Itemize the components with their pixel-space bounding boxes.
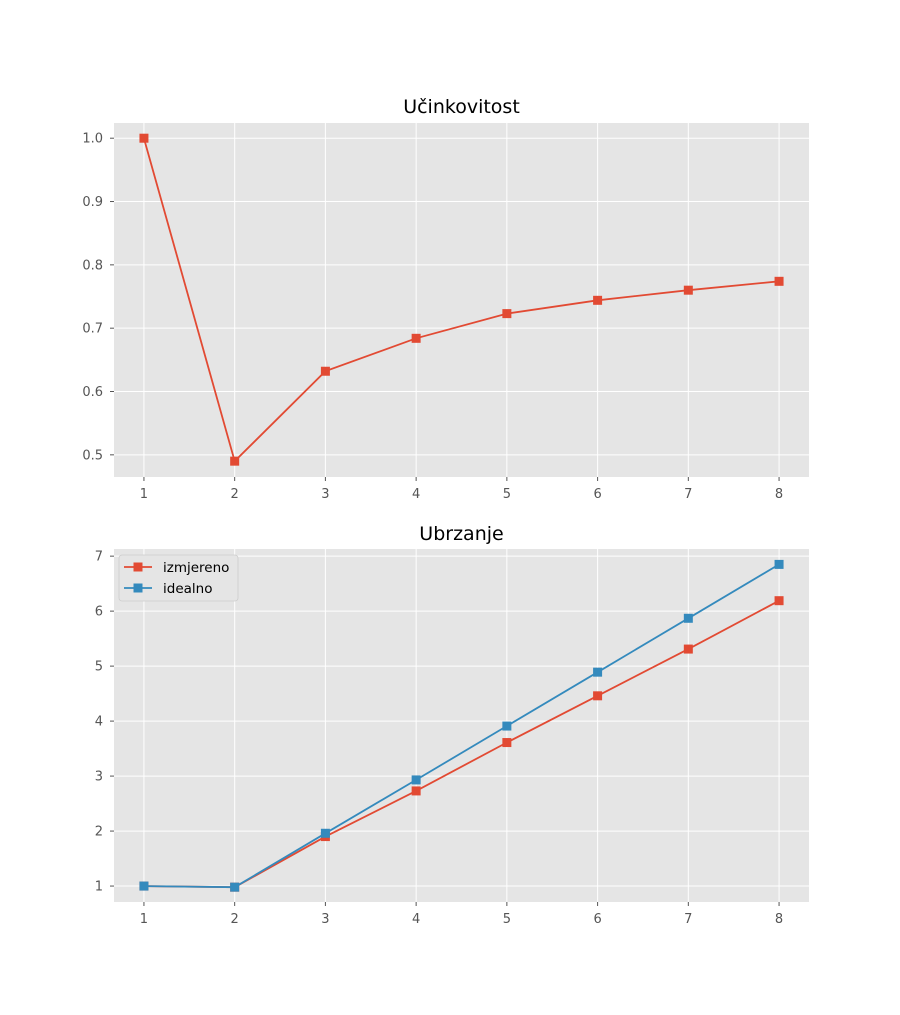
data-point	[593, 691, 603, 701]
data-point	[593, 667, 603, 677]
y-tick-label: 0.7	[82, 322, 103, 337]
data-point	[139, 881, 149, 891]
data-point	[502, 309, 512, 319]
x-tick-label: 8	[775, 912, 783, 927]
x-tick-label: 4	[412, 912, 420, 927]
data-point	[502, 721, 512, 731]
y-tick-label: 3	[95, 770, 103, 785]
legend-item: izmjereno	[124, 560, 229, 576]
data-point	[411, 333, 421, 343]
axis-ticks: 1 2 3 4 5 6 7 8 0.5 0.6 0.7 0.8 0.9 1.0	[82, 132, 783, 502]
y-tick-label: 6	[95, 605, 103, 620]
data-point	[411, 786, 421, 796]
series-line	[143, 137, 780, 463]
series-idealno	[139, 559, 784, 892]
data-point	[320, 366, 330, 376]
y-tick-label: 0.9	[82, 195, 103, 210]
y-tick-label: 1	[95, 880, 103, 895]
plot-area	[114, 123, 809, 477]
data-point	[683, 613, 693, 623]
y-tick-label: 7	[95, 550, 103, 565]
data-point	[139, 133, 149, 143]
y-tick-label: 1.0	[82, 132, 103, 147]
x-tick-label: 3	[321, 912, 329, 927]
y-tick-label: 5	[95, 660, 103, 675]
data-point	[230, 456, 240, 466]
x-tick-label: 2	[231, 487, 239, 502]
data-point	[502, 738, 512, 748]
x-tick-label: 1	[140, 912, 148, 927]
plot-area	[114, 549, 809, 902]
grid	[114, 549, 809, 902]
series-line	[143, 563, 780, 889]
legend-label: izmjereno	[163, 560, 229, 576]
x-tick-label: 5	[503, 912, 511, 927]
legend-item: idealno	[124, 581, 212, 597]
y-tick-label: 0.8	[82, 258, 103, 273]
x-tick-label: 7	[684, 487, 692, 502]
series	[139, 133, 784, 466]
x-tick-label: 2	[231, 912, 239, 927]
series-line-0	[139, 133, 784, 466]
legend-label: idealno	[163, 581, 212, 597]
x-tick-label: 3	[321, 487, 329, 502]
x-tick-label: 5	[503, 487, 511, 502]
y-tick-label: 4	[95, 715, 103, 730]
data-point	[230, 882, 240, 892]
axis-ticks: 1 2 3 4 5 6 7 8 1 2 3 4 5 6 7	[95, 550, 783, 927]
x-tick-label: 6	[593, 487, 601, 502]
x-tick-label: 6	[593, 912, 601, 927]
series	[139, 559, 784, 892]
y-tick-label: 0.5	[82, 448, 103, 463]
data-point	[683, 644, 693, 654]
data-point	[683, 285, 693, 295]
chart-title: Učinkovitost	[403, 96, 520, 118]
x-tick-label: 8	[775, 487, 783, 502]
data-point	[320, 828, 330, 838]
x-tick-label: 7	[684, 912, 692, 927]
y-tick-label: 0.6	[82, 385, 103, 400]
efficiency-chart: 1 2 3 4 5 6 7 8 0.5 0.6 0.7 0.8 0.9 1.0 Učinkovitost	[82, 96, 809, 502]
legend-marker	[133, 562, 143, 572]
speedup-chart: 1 2 3 4 5 6 7 8 1 2 3 4 5 6 7 Ubrzanje izmjereno idealn…	[95, 523, 809, 927]
data-point	[774, 596, 784, 606]
data-point	[593, 295, 603, 305]
data-point	[411, 775, 421, 785]
data-point	[774, 559, 784, 569]
data-point	[774, 276, 784, 286]
legend-marker	[133, 583, 143, 593]
chart-title: Ubrzanje	[419, 523, 503, 545]
y-tick-label: 2	[95, 825, 103, 840]
x-tick-label: 1	[140, 487, 148, 502]
legend: izmjereno idealno	[118, 554, 239, 602]
x-tick-label: 4	[412, 487, 420, 502]
